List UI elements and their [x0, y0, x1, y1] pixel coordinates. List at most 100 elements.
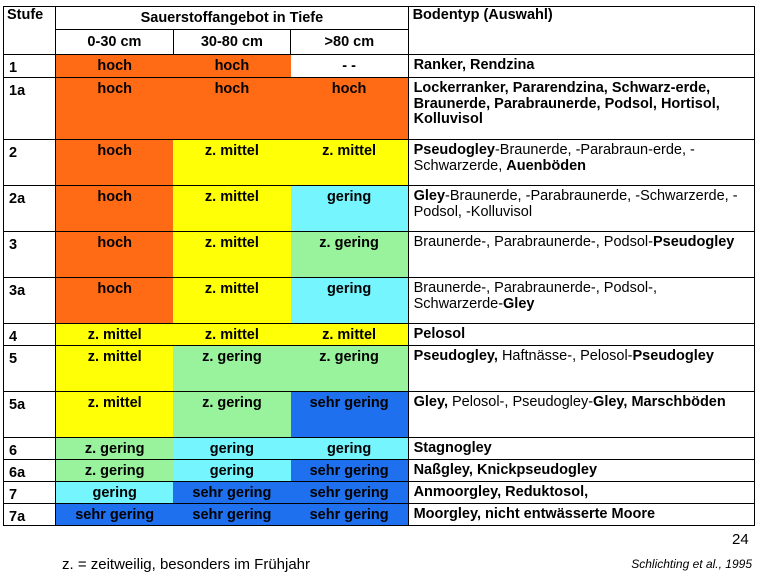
- oxygen-level-cell: - -: [290, 54, 409, 78]
- stufe-cell: 7a: [2, 503, 57, 526]
- soil-type-text: Haftnässe-, Pelosol-: [497, 348, 633, 364]
- oxygen-level-cell: z. mittel: [173, 185, 291, 232]
- stufe-cell: 1: [2, 54, 57, 78]
- table-row: 2a hoch z. mittel gering Gley-Braunerde, -Pa…: [2, 185, 756, 232]
- soil-type-bold-text: Pseudogley: [413, 142, 495, 158]
- stufe-cell: 3a: [2, 277, 57, 324]
- oxygen-level-cell: hoch: [55, 54, 174, 78]
- stufe-cell: 7: [2, 481, 57, 504]
- oxygen-level-cell: z. mittel: [173, 231, 291, 278]
- oxygen-level-cell: z. mittel: [55, 323, 174, 346]
- table-row: 7 gering sehr gering sehr gering Anmoorgley,…: [2, 481, 756, 504]
- oxygen-level-cell: hoch: [55, 277, 174, 324]
- oxygen-level-cell: z. gering: [290, 231, 409, 278]
- oxygen-level-cell: hoch: [290, 77, 409, 140]
- soil-type-cell: Gley-Braunerde, -Parabraunerde, -Schwarz…: [407, 185, 756, 232]
- oxygen-level-cell: z. gering: [173, 391, 291, 438]
- soil-type-cell: Pelosol: [407, 323, 756, 346]
- soil-type-cell: Anmoorgley, Reduktosol,: [407, 481, 756, 504]
- soil-type-cell: Gley, Pelosol-, Pseudogley-Gley, Marschb…: [407, 391, 756, 438]
- oxygen-level-cell: hoch: [173, 77, 291, 140]
- oxygen-level-cell: z. mittel: [290, 139, 409, 186]
- table-row: 6a z. gering gering sehr gering Naßgley, Kni…: [2, 459, 756, 482]
- oxygen-level-cell: z. mittel: [173, 323, 291, 346]
- oxygen-level-cell: sehr gering: [290, 459, 409, 482]
- soil-type-bold-text: Naßgley, Knickpseudogley: [413, 462, 598, 478]
- oxygen-level-cell: sehr gering: [173, 481, 291, 504]
- soil-type-bold-text: Gley,: [413, 394, 448, 410]
- stufe-cell: 6a: [2, 459, 57, 482]
- table-row: 1a hoch hoch hoch Lockerranker, Pararendzina…: [2, 77, 756, 140]
- soil-type-cell: Braunerde-, Parabraunerde-, Podsol-Pseud…: [407, 231, 756, 278]
- oxygen-level-cell: z. gering: [55, 459, 174, 482]
- soil-type-bold-text: Pseudogley: [652, 234, 735, 250]
- stufe-cell: 6: [2, 437, 57, 460]
- soil-type-bold-text: Pelosol: [413, 326, 466, 342]
- soil-type-bold-text: Stagnogley: [413, 440, 492, 456]
- soil-type-cell: Ranker, Rendzina: [407, 54, 756, 78]
- oxygen-level-cell: gering: [290, 185, 409, 232]
- oxygen-level-cell: hoch: [55, 185, 174, 232]
- soil-type-cell: Braunerde-, Parabraunerde-, Podsol-, Sch…: [407, 277, 756, 324]
- oxygen-level-cell: hoch: [55, 231, 174, 278]
- oxygen-level-cell: hoch: [55, 77, 174, 140]
- table-row: 6 z. gering gering gering Stagnogley: [2, 437, 756, 460]
- depth-header-80-plus: >80 cm: [290, 29, 409, 55]
- soil-type-bold-text: Pseudogley,: [413, 348, 498, 364]
- soil-type-text: Braunerde-, Parabraunerde-, Podsol-: [413, 234, 653, 250]
- soil-oxygen-table: Stufe Sauerstoffangebot in Tiefe Bodenty…: [2, 6, 756, 526]
- citation: Schlichting et al., 1995: [631, 557, 752, 571]
- table-row: 2 hoch z. mittel z. mittel Pseudogley-Braune…: [2, 139, 756, 186]
- soil-type-bold-text: Gley: [503, 295, 535, 312]
- oxygen-level-cell: gering: [55, 481, 174, 504]
- soil-type-cell: Lockerranker, Pararendzina, Schwarz-erde…: [407, 77, 756, 140]
- soil-type-bold-text: Gley: [413, 188, 446, 204]
- header-row: Stufe Sauerstoffangebot in Tiefe Bodenty…: [2, 6, 756, 55]
- soil-type-cell: Pseudogley-Braunerde, -Parabraun-erde, -…: [407, 139, 756, 186]
- oxygen-level-cell: z. mittel: [55, 391, 174, 438]
- stufe-cell: 5a: [2, 391, 57, 438]
- soil-type-header: Bodentyp (Auswahl): [407, 6, 756, 55]
- oxygen-level-cell: sehr gering: [290, 503, 409, 526]
- stufe-cell: 3: [2, 231, 57, 278]
- table-body: 1 hoch hoch - - Ranker, Rendzina 1a hoch hoch ho…: [2, 54, 756, 526]
- soil-type-cell: Stagnogley: [407, 437, 756, 460]
- soil-type-bold-text: Ranker, Rendzina: [413, 57, 535, 73]
- stufe-cell: 5: [2, 345, 57, 392]
- soil-type-bold-text: Lockerranker, Pararendzina, Schwarz-erde…: [413, 80, 720, 127]
- table-row: 5a z. mittel z. gering sehr gering Gley, Pel…: [2, 391, 756, 438]
- soil-type-text: Braunerde-, Parabraunerde-, Podsol-, Sch…: [413, 280, 657, 312]
- oxygen-level-cell: hoch: [55, 139, 174, 186]
- soil-type-bold-text: Pseudogley: [632, 348, 714, 364]
- oxygen-level-cell: gering: [173, 459, 291, 482]
- table-row: 1 hoch hoch - - Ranker, Rendzina: [2, 54, 756, 78]
- oxygen-level-cell: z. gering: [290, 345, 409, 392]
- oxygen-level-cell: sehr gering: [173, 503, 291, 526]
- oxygen-level-cell: z. mittel: [290, 323, 409, 346]
- oxygen-level-cell: gering: [290, 277, 409, 324]
- footnote: z. = zeitweilig, besonders im Frühjahr: [62, 556, 311, 573]
- oxygen-level-cell: sehr gering: [55, 503, 174, 526]
- table-row: 5 z. mittel z. gering z. gering Pseudogley, …: [2, 345, 756, 392]
- soil-type-cell: Pseudogley, Haftnässe-, Pelosol-Pseudogl…: [407, 345, 756, 392]
- stufe-cell: 1a: [2, 77, 57, 140]
- table-row: 7a sehr gering sehr gering sehr gering Moorg…: [2, 503, 756, 526]
- soil-type-text: -Braunerde, -Parabraunerde, -Schwarzerde…: [413, 188, 738, 220]
- oxygen-level-cell: z. mittel: [55, 345, 174, 392]
- depth-header-30-80: 30-80 cm: [172, 29, 292, 55]
- table-row: 4 z. mittel z. mittel z. mittel Pelosol: [2, 323, 756, 346]
- depth-header-0-30: 0-30 cm: [55, 29, 174, 55]
- oxygen-level-cell: z. mittel: [173, 139, 291, 186]
- oxygen-supply-header: Sauerstoffangebot in Tiefe: [55, 6, 409, 30]
- oxygen-level-cell: hoch: [173, 54, 291, 78]
- soil-type-text: -Braunerde, -Parabraun-erde, -Schwarzerd…: [413, 142, 695, 174]
- oxygen-level-cell: z. gering: [55, 437, 174, 460]
- soil-type-bold-text: Moorgley, nicht entwässerte Moore: [413, 506, 656, 522]
- soil-type-cell: Moorgley, nicht entwässerte Moore: [407, 503, 756, 526]
- soil-type-bold-text: Gley, Marschböden: [593, 394, 726, 410]
- stufe-cell: 4: [2, 323, 57, 346]
- depth-header-row: 0-30 cm 30-80 cm >80 cm: [4, 29, 755, 55]
- soil-type-cell: Naßgley, Knickpseudogley: [407, 459, 756, 482]
- table-row: 3 hoch z. mittel z. gering Braunerde-, Parab…: [2, 231, 756, 278]
- stufe-header: Stufe: [2, 6, 57, 55]
